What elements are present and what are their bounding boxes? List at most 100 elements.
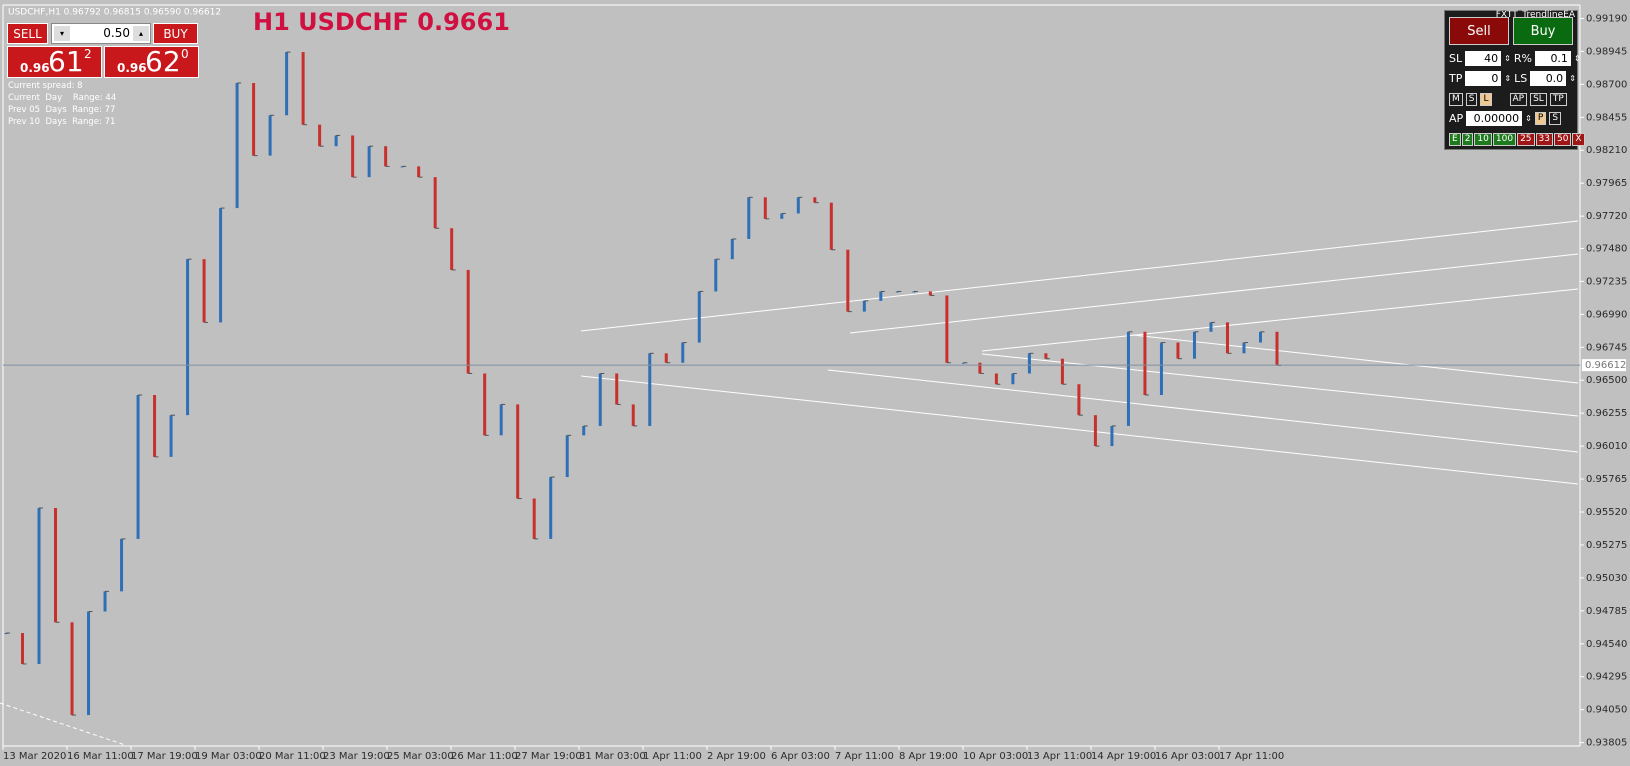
p-button[interactable]: P xyxy=(1534,112,1547,125)
sell-button[interactable]: SELL xyxy=(7,23,48,44)
price-bar xyxy=(516,404,520,499)
quick-button[interactable]: 100 xyxy=(1492,133,1517,146)
price-bar xyxy=(235,83,239,209)
x-tick-label: 13 Mar 2020 xyxy=(3,751,66,762)
trendline xyxy=(0,702,126,746)
r-input[interactable]: 0.1 xyxy=(1534,51,1571,66)
price-bar xyxy=(1011,373,1015,385)
info-line: Current Day Range: 44 xyxy=(8,93,117,103)
price-bar xyxy=(1044,353,1048,359)
price-bar xyxy=(1225,322,1229,354)
price-bar xyxy=(598,373,602,426)
trendline xyxy=(849,253,1579,334)
price-bar xyxy=(433,177,437,229)
price-bar xyxy=(153,395,157,457)
quick-button[interactable]: X xyxy=(1572,133,1585,146)
bid-big: 61 xyxy=(48,45,84,78)
ap-label: AP xyxy=(1449,112,1464,125)
price-bar xyxy=(367,146,371,178)
x-tick-label: 2 Apr 19:00 xyxy=(707,751,766,762)
price-bar xyxy=(1077,384,1081,416)
x-tick-label: 19 Mar 03:00 xyxy=(195,751,262,762)
y-tick-label: 0.98455 xyxy=(1586,112,1627,123)
quick-button[interactable]: 50 xyxy=(1553,133,1572,146)
x-tick-label: 31 Mar 03:00 xyxy=(579,751,646,762)
y-tick-label: 0.94295 xyxy=(1586,672,1627,683)
price-bar xyxy=(103,591,107,612)
sl-input[interactable]: 40 xyxy=(1465,51,1502,66)
price-bar xyxy=(763,197,767,219)
info-line: Prev 05 Days Range: 77 xyxy=(8,105,116,115)
ask-small: 0 xyxy=(181,47,189,61)
buy-button[interactable]: BUY xyxy=(153,23,198,44)
price-bar xyxy=(714,259,718,292)
price-bar xyxy=(450,228,454,270)
y-tick-label: 0.94540 xyxy=(1586,639,1627,650)
x-tick-label: 17 Mar 19:00 xyxy=(131,751,198,762)
quick-button[interactable]: 33 xyxy=(1535,133,1553,146)
ea-panel: FXTT_TrendlineEA Sell Buy SL 40 ⇕ R% 0.1 ⇕… xyxy=(1444,10,1585,150)
price-bar xyxy=(846,249,850,312)
price-bar xyxy=(780,213,784,219)
bid-block[interactable]: 0.96 61 2 xyxy=(7,45,102,78)
x-tick-label: 17 Apr 11:00 xyxy=(1219,751,1284,762)
price-bar xyxy=(285,52,289,116)
y-tick-label: 0.96745 xyxy=(1586,342,1627,353)
x-tick-label: 1 Apr 11:00 xyxy=(643,751,702,762)
tp-input[interactable]: 0 xyxy=(1465,71,1502,86)
line-button[interactable]: SL xyxy=(1530,93,1547,106)
mode-button[interactable]: L xyxy=(1480,93,1492,106)
price-bar xyxy=(945,295,949,363)
quick-button[interactable]: E xyxy=(1449,133,1461,146)
price-bar xyxy=(186,259,190,416)
mode-button[interactable]: S xyxy=(1465,93,1478,106)
trendline xyxy=(981,353,1579,417)
price-bar xyxy=(549,477,553,539)
price-bar xyxy=(565,435,569,478)
quick-button[interactable]: 2 xyxy=(1461,133,1474,146)
trendline xyxy=(827,369,1579,453)
x-tick-label: 27 Mar 19:00 xyxy=(515,751,582,762)
price-bar xyxy=(1258,331,1262,343)
price-bar xyxy=(1027,353,1031,374)
lots-down[interactable]: ▾ xyxy=(54,26,70,41)
ea-sell[interactable]: Sell xyxy=(1449,17,1509,45)
price-bar xyxy=(615,373,619,405)
y-tick-label: 0.96990 xyxy=(1586,309,1627,320)
price-bar xyxy=(1159,342,1163,395)
ask-big: 62 xyxy=(145,45,181,78)
lots-up[interactable]: ▴ xyxy=(133,26,149,41)
line-button[interactable]: AP xyxy=(1509,93,1528,106)
s-button[interactable]: S xyxy=(1549,112,1562,125)
price-bar xyxy=(1143,331,1147,395)
quick-button[interactable]: 10 xyxy=(1474,133,1492,146)
ask-block[interactable]: 0.96 62 0 xyxy=(104,45,199,78)
lots-value[interactable]: 0.50 xyxy=(103,26,130,40)
ap-input[interactable]: 0.00000 xyxy=(1466,111,1523,126)
line-button[interactable]: TP xyxy=(1549,93,1567,106)
y-tick-label: 0.97720 xyxy=(1586,211,1627,222)
price-bar xyxy=(37,507,41,664)
price-bar xyxy=(1110,425,1114,447)
price-bar xyxy=(928,291,932,296)
mode-button[interactable]: M xyxy=(1449,93,1463,106)
y-tick-label: 0.95275 xyxy=(1586,540,1627,551)
price-bar xyxy=(54,507,58,623)
y-tick-label: 0.96255 xyxy=(1586,408,1627,419)
price-bar xyxy=(1275,331,1279,366)
tp-row: TP 0 ⇕ LS 0.0 ⇕ xyxy=(1449,71,1576,86)
y-tick-label: 0.98700 xyxy=(1586,79,1627,90)
quick-button[interactable]: 25 xyxy=(1517,133,1535,146)
x-tick-label: 23 Mar 19:00 xyxy=(323,751,390,762)
x-tick-label: 7 Apr 11:00 xyxy=(835,751,894,762)
bid-small: 2 xyxy=(84,47,92,61)
current-price-label: 0.96612 xyxy=(1585,360,1626,371)
price-bar xyxy=(136,395,140,539)
y-tick-label: 0.98210 xyxy=(1586,145,1627,156)
ea-buy[interactable]: Buy xyxy=(1513,17,1573,45)
ls-input[interactable]: 0.0 xyxy=(1530,71,1567,86)
price-bar xyxy=(1093,415,1097,447)
x-tick-label: 6 Apr 03:00 xyxy=(771,751,830,762)
price-bar xyxy=(1242,342,1246,354)
price-bar xyxy=(70,622,74,716)
